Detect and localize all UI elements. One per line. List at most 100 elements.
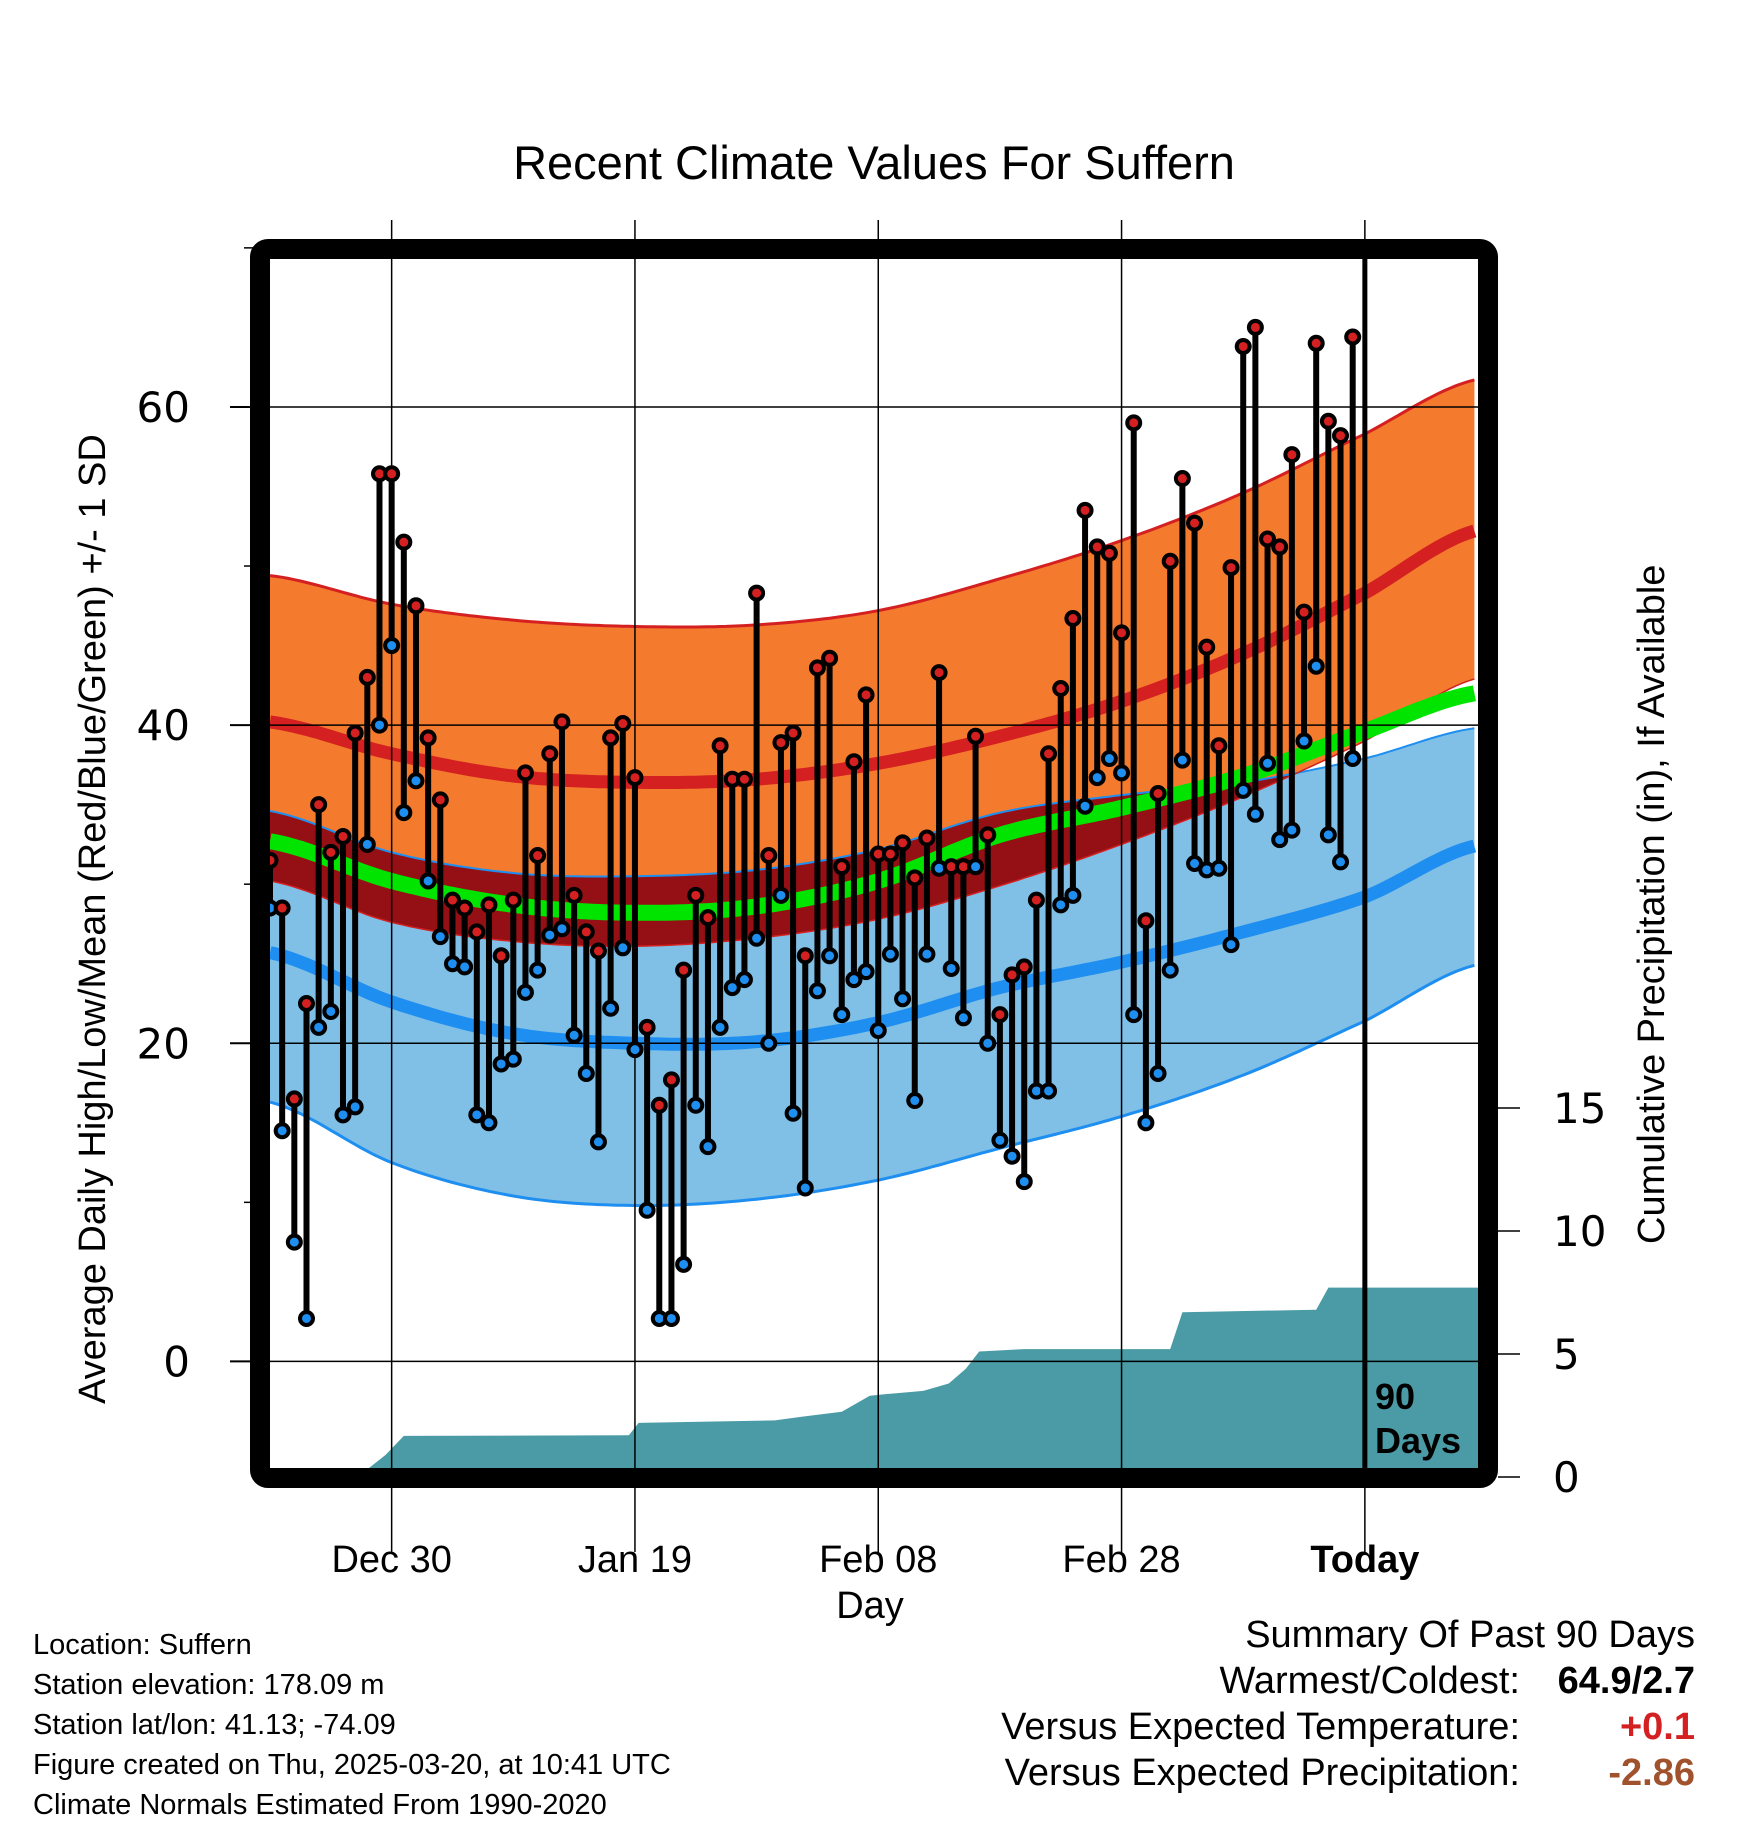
high-point bbox=[383, 465, 401, 483]
high-point bbox=[1307, 334, 1325, 352]
day-bar bbox=[273, 899, 291, 1140]
day-bar bbox=[456, 899, 474, 976]
low-point bbox=[1076, 797, 1094, 815]
y-tick-label: 40 bbox=[137, 701, 190, 750]
high-point bbox=[1332, 427, 1350, 445]
day-bar bbox=[991, 1006, 1009, 1149]
low-point bbox=[504, 1050, 522, 1068]
day-bar bbox=[1088, 538, 1106, 787]
low-point bbox=[529, 961, 547, 979]
low-point bbox=[1003, 1147, 1021, 1165]
low-minus-sd-line bbox=[270, 963, 1475, 1208]
day-bar bbox=[675, 961, 693, 1273]
day-bar bbox=[1149, 785, 1167, 1082]
low-point bbox=[699, 1138, 717, 1156]
low-point bbox=[370, 716, 388, 734]
day-bar bbox=[407, 597, 425, 790]
low-point bbox=[565, 1026, 583, 1044]
x-axis-label: Day bbox=[836, 1585, 904, 1627]
overlap-band bbox=[270, 679, 1475, 947]
day-bar bbox=[662, 1071, 680, 1327]
day-bar bbox=[346, 724, 364, 1116]
day-bar bbox=[1015, 958, 1033, 1191]
warm-cold-value: 64.9/2.7 bbox=[1557, 1660, 1695, 1702]
high-point bbox=[480, 896, 498, 914]
low-point bbox=[395, 804, 413, 822]
low-point bbox=[273, 1122, 291, 1140]
high-point bbox=[310, 796, 328, 814]
day-bar bbox=[1319, 412, 1337, 844]
day-bar bbox=[1186, 514, 1204, 872]
low-point bbox=[383, 637, 401, 655]
high-point bbox=[638, 1018, 656, 1036]
day-bar bbox=[1210, 737, 1228, 877]
high-point bbox=[991, 1006, 1009, 1024]
high-point bbox=[456, 899, 474, 917]
location-text: Location: Suffern bbox=[33, 1629, 252, 1661]
high-point bbox=[845, 753, 863, 771]
low-point bbox=[602, 999, 620, 1017]
daily-points bbox=[270, 318, 1362, 1327]
y2-tick-label: 15 bbox=[1553, 1084, 1606, 1133]
low-point bbox=[1259, 754, 1277, 772]
high-point bbox=[614, 715, 632, 733]
day-bar bbox=[808, 659, 826, 1000]
low-point bbox=[760, 1034, 778, 1052]
high-point bbox=[1271, 538, 1289, 556]
day-bar bbox=[638, 1018, 656, 1219]
day-bar bbox=[541, 745, 559, 944]
high-point bbox=[918, 829, 936, 847]
high-point bbox=[906, 869, 924, 887]
low-point bbox=[906, 1092, 924, 1110]
day-bar bbox=[443, 891, 461, 973]
high-point bbox=[1210, 737, 1228, 755]
day-bar bbox=[577, 923, 595, 1082]
day-bar bbox=[650, 1096, 668, 1327]
day-bar bbox=[1234, 337, 1252, 799]
day-bar bbox=[1173, 470, 1191, 769]
day-bar bbox=[297, 994, 315, 1327]
high-point bbox=[857, 686, 875, 704]
high-normal-line bbox=[270, 524, 1477, 789]
day-bar bbox=[687, 886, 705, 1114]
x-tick-label: Jan 19 bbox=[578, 1539, 692, 1581]
low-point bbox=[1295, 732, 1313, 750]
high-point bbox=[930, 664, 948, 682]
high-point bbox=[504, 891, 522, 909]
low-point bbox=[1307, 657, 1325, 675]
high-point bbox=[589, 942, 607, 960]
low-point bbox=[1344, 750, 1362, 768]
high-point bbox=[516, 764, 534, 782]
day-bar bbox=[431, 791, 449, 946]
low-point bbox=[1125, 1006, 1143, 1024]
day-bar bbox=[1295, 603, 1313, 750]
day-bar bbox=[614, 715, 632, 957]
day-bar bbox=[1198, 638, 1216, 879]
high-point bbox=[1186, 514, 1204, 532]
day-bar bbox=[419, 729, 437, 890]
day-bar bbox=[529, 847, 547, 979]
low-point bbox=[1271, 831, 1289, 849]
day-bar bbox=[1344, 328, 1362, 768]
high-point bbox=[1173, 470, 1191, 488]
day-bar bbox=[468, 923, 486, 1124]
high-point bbox=[881, 845, 899, 863]
low-point bbox=[1100, 750, 1118, 768]
high-point bbox=[1295, 603, 1313, 621]
elevation-text: Station elevation: 178.09 m bbox=[33, 1669, 385, 1701]
day-bar bbox=[784, 724, 802, 1122]
day-bar bbox=[711, 737, 729, 1036]
low-point bbox=[942, 959, 960, 977]
high-point bbox=[735, 770, 753, 788]
low-point bbox=[431, 928, 449, 946]
high-point bbox=[662, 1071, 680, 1089]
high-point bbox=[1161, 552, 1179, 570]
warm-cold-label: Warmest/Coldest: bbox=[1219, 1660, 1520, 1702]
high-point bbox=[553, 713, 571, 731]
high-point bbox=[1137, 912, 1155, 930]
low-point bbox=[468, 1106, 486, 1124]
day-bar bbox=[395, 533, 413, 822]
high-point bbox=[1259, 530, 1277, 548]
low-point bbox=[1234, 781, 1252, 799]
low-point bbox=[1040, 1082, 1058, 1100]
